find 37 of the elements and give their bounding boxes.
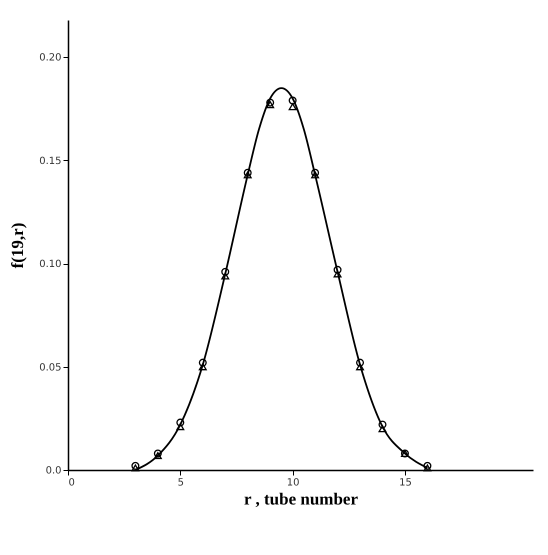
point	[244, 171, 252, 178]
x-tick-label: 15	[399, 478, 412, 488]
x-tick-label: 5	[178, 478, 184, 488]
x-tick-label: 10	[286, 478, 300, 488]
point	[423, 464, 432, 472]
point	[198, 358, 207, 367]
point	[154, 452, 162, 460]
point	[131, 464, 140, 472]
y-tick-label: 0.15	[39, 156, 62, 167]
point	[356, 363, 364, 370]
x-tick-label: 0	[68, 478, 75, 488]
point	[221, 268, 230, 276]
point	[288, 103, 297, 110]
point	[154, 449, 162, 458]
point	[378, 420, 386, 429]
point	[288, 96, 297, 104]
point	[356, 358, 364, 367]
point	[266, 101, 274, 108]
point	[311, 171, 320, 178]
point	[221, 272, 230, 280]
point	[334, 266, 342, 274]
y-axis-title: f(19,r)	[8, 222, 28, 268]
y-tick-label: 0.05	[39, 362, 62, 374]
point	[176, 423, 184, 430]
point	[334, 270, 342, 278]
point	[131, 462, 140, 470]
point	[244, 168, 252, 177]
x-axis-title: r , tube number	[244, 490, 358, 508]
point	[176, 418, 184, 427]
y-tick-label: 0.0	[46, 466, 62, 476]
y-tick-label: 0.20	[39, 52, 62, 64]
point	[198, 363, 207, 370]
point	[266, 98, 274, 107]
point	[378, 425, 386, 432]
point	[311, 168, 320, 177]
y-tick-label: 0.10	[39, 259, 62, 270]
point	[423, 462, 432, 470]
